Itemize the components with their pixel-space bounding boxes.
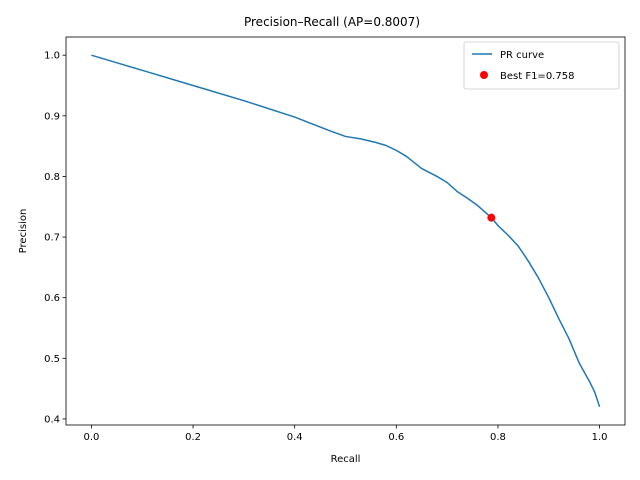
series-layer [91,54,601,408]
legend-marker-swatch [480,71,488,79]
x-tick-label: 0.2 [185,432,201,443]
best-f1-point [487,213,496,222]
y-tick-label: 0.9 [44,111,60,122]
y-axis-label: Precision [18,209,29,254]
y-tick-label: 0.6 [44,293,60,304]
pr-curve-line [91,54,601,408]
y-axis-ticks: 0.4 0.5 0.6 0.7 0.8 0.9 1.0 [44,51,66,425]
legend: PR curve Best F1=0.758 [463,41,620,90]
legend-label-best-f1: Best F1=0.758 [500,71,574,82]
y-tick-label: 0.5 [44,354,60,365]
x-axis-label: Recall [331,454,361,465]
legend-box [463,41,620,90]
x-tick-label: 0.6 [388,432,404,443]
x-tick-label: 0.4 [287,432,303,443]
x-tick-label: 0.0 [83,432,99,443]
y-tick-label: 0.8 [44,172,60,183]
x-tick-label: 1.0 [592,432,608,443]
y-tick-label: 0.4 [44,414,60,425]
plot-area [66,37,625,425]
x-tick-label: 0.8 [490,432,506,443]
x-axis-ticks: 0.0 0.2 0.4 0.6 0.8 1.0 [83,425,608,443]
plot-frame [65,36,626,426]
chart-title: Precision–Recall (AP=0.8007) [244,15,420,29]
y-tick-label: 0.7 [44,233,60,244]
y-tick-label: 1.0 [44,51,60,62]
legend-label-pr-curve: PR curve [500,50,544,61]
